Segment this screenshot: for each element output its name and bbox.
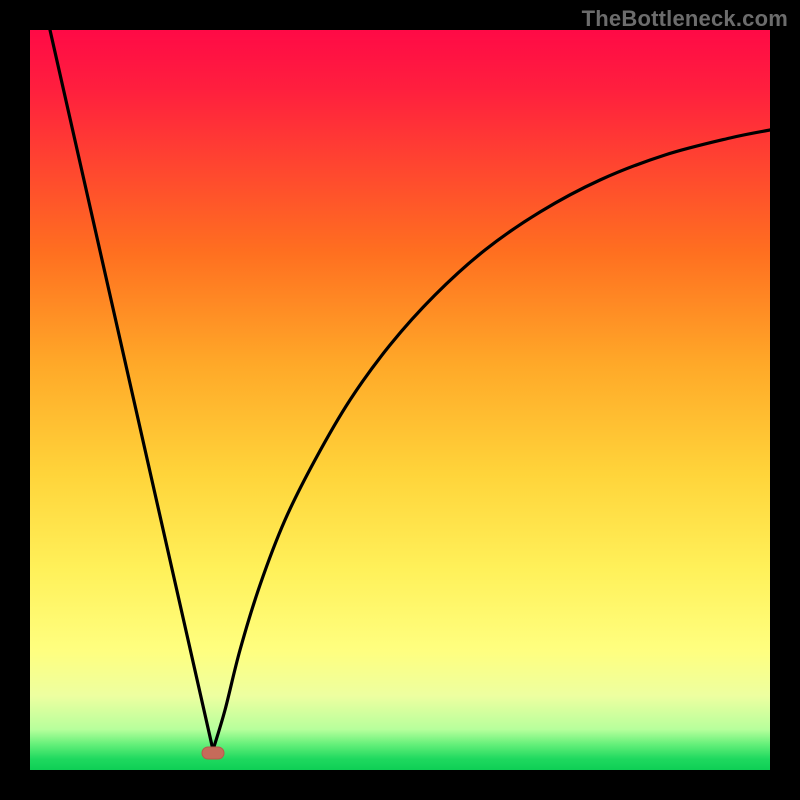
plot-background [30,30,770,770]
watermark-text: TheBottleneck.com [582,6,788,32]
chart-frame: TheBottleneck.com [0,0,800,800]
minimum-marker [202,747,224,759]
plot-area [30,30,770,770]
chart-svg [30,30,770,770]
